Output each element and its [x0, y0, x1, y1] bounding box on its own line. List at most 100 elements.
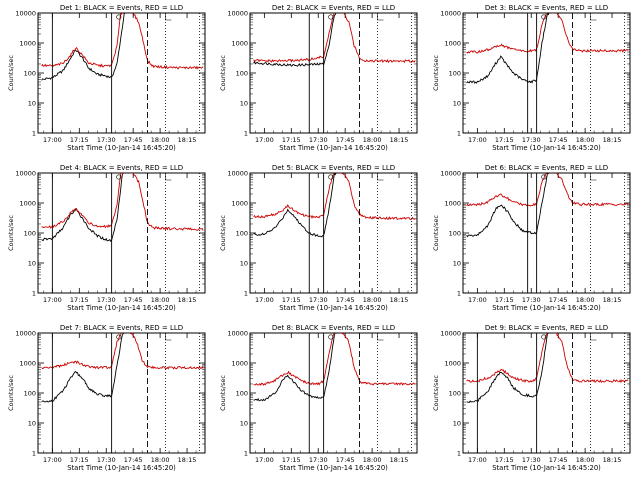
x-tick-label: 18:00 [576, 456, 595, 464]
series-group [41, 13, 204, 81]
x-tick-label: 17:45 [124, 456, 143, 464]
interval-circle-marker [541, 174, 547, 180]
y-tick-label: 1 [32, 130, 36, 138]
y-axis-label: Counts/sec [219, 215, 227, 251]
y-tick-label: 100 [449, 230, 461, 238]
plot-frame [249, 172, 418, 294]
x-tick-label: 17:15 [282, 456, 301, 464]
lld-series-line [41, 333, 204, 370]
y-tick-label: 1000 [444, 40, 461, 48]
plot-frame [249, 12, 418, 134]
plot-frame [462, 332, 631, 454]
y-tick-label: 10 [240, 420, 248, 428]
x-tick-label: 17:45 [124, 136, 143, 144]
interval-bracket-marker [165, 334, 172, 341]
y-axis-label: Counts/sec [219, 375, 227, 411]
interval-circle-marker [328, 14, 334, 20]
interval-bracket-marker [165, 174, 172, 181]
x-tick-label: 18:15 [178, 296, 197, 304]
interval-bracket-marker [590, 174, 597, 181]
y-tick-label: 10000 [15, 330, 36, 338]
interval-circle-marker [116, 14, 122, 20]
x-tick-label: 17:30 [309, 296, 328, 304]
x-tick-label: 17:00 [255, 136, 274, 144]
y-tick-label: 1000 [19, 40, 36, 48]
y-tick-label: 10 [453, 100, 461, 108]
y-tick-label: 1000 [231, 200, 248, 208]
lld-series-line [41, 13, 204, 70]
lld-series-line [466, 173, 629, 207]
x-tick-label: 18:00 [363, 136, 382, 144]
x-tick-label: 17:45 [336, 136, 355, 144]
panel-title: Det 3: BLACK = Events, RED = LLD [485, 4, 608, 12]
events-series-line [253, 13, 337, 67]
y-tick-label: 1000 [444, 200, 461, 208]
x-tick-label: 18:00 [151, 136, 170, 144]
x-tick-label: 17:30 [309, 136, 328, 144]
panel-title: Det 8: BLACK = Events, RED = LLD [272, 324, 395, 332]
x-axis-label: Start Time (10-Jan-14 16:45:20) [67, 144, 176, 152]
panel-det-2: 1 10 100 1000 10000 17:00 17:15 17:30 17:45 18:00… [219, 4, 418, 152]
series-group [466, 13, 629, 84]
lld-series-line [466, 13, 629, 54]
x-tick-label: 17:30 [97, 296, 116, 304]
series-group [253, 333, 416, 402]
x-tick-label: 17:00 [468, 296, 487, 304]
x-tick-label: 18:15 [603, 296, 622, 304]
events-series-line [41, 333, 125, 403]
x-tick-label: 18:00 [151, 456, 170, 464]
plot-frame [37, 172, 206, 294]
y-tick-label: 100 [24, 390, 36, 398]
y-tick-label: 1 [457, 290, 461, 298]
interval-bracket-marker [590, 14, 597, 21]
panel-det-7: 1 10 100 1000 10000 17:00 17:15 17:30 17:45 18:00… [7, 324, 206, 472]
y-tick-label: 10 [240, 260, 248, 268]
y-tick-label: 10000 [440, 10, 461, 18]
y-axis-label: Counts/sec [7, 375, 15, 411]
y-tick-label: 1000 [231, 360, 248, 368]
y-tick-label: 10 [28, 420, 36, 428]
events-series-line [253, 333, 338, 402]
lld-series-line [253, 333, 416, 387]
y-axis-label: Counts/sec [7, 215, 15, 251]
series-group [466, 173, 629, 238]
y-tick-label: 1 [457, 130, 461, 138]
plot-frame [462, 172, 631, 294]
lld-series-line [466, 333, 629, 384]
y-tick-label: 10000 [440, 170, 461, 178]
interval-bracket-marker [377, 334, 384, 341]
panel-det-9: 1 10 100 1000 10000 17:00 17:15 17:30 17:45 18:00… [432, 324, 631, 472]
panel-det-1: 1 10 100 1000 10000 17:00 17:15 17:30 17:45 18:00… [7, 4, 206, 152]
x-tick-label: 17:30 [522, 456, 541, 464]
panel-title: Det 6: BLACK = Events, RED = LLD [485, 164, 608, 172]
x-tick-label: 17:15 [282, 296, 301, 304]
y-tick-label: 100 [24, 70, 36, 78]
x-tick-label: 18:00 [576, 136, 595, 144]
panel-title: Det 7: BLACK = Events, RED = LLD [60, 324, 183, 332]
x-tick-label: 17:15 [70, 456, 89, 464]
interval-bracket-marker [590, 334, 597, 341]
x-tick-label: 18:00 [151, 296, 170, 304]
y-axis-label: Counts/sec [432, 375, 440, 411]
y-tick-label: 1 [244, 130, 248, 138]
y-tick-label: 10 [28, 260, 36, 268]
x-tick-label: 17:45 [336, 456, 355, 464]
x-tick-label: 18:15 [603, 136, 622, 144]
y-tick-label: 100 [449, 70, 461, 78]
y-tick-label: 1000 [19, 200, 36, 208]
x-tick-label: 17:15 [495, 296, 514, 304]
events-series-line [41, 173, 125, 243]
y-tick-label: 10 [28, 100, 36, 108]
interval-bracket-marker [377, 174, 384, 181]
lld-series-line [253, 173, 416, 221]
x-tick-label: 17:30 [97, 136, 116, 144]
interval-bracket-marker [377, 14, 384, 21]
events-series-line [41, 13, 127, 81]
x-tick-label: 17:45 [336, 296, 355, 304]
panel-det-8: 1 10 100 1000 10000 17:00 17:15 17:30 17:45 18:00… [219, 324, 418, 472]
x-tick-label: 17:15 [495, 456, 514, 464]
plot-frame [37, 332, 206, 454]
interval-circle-marker [328, 334, 334, 340]
